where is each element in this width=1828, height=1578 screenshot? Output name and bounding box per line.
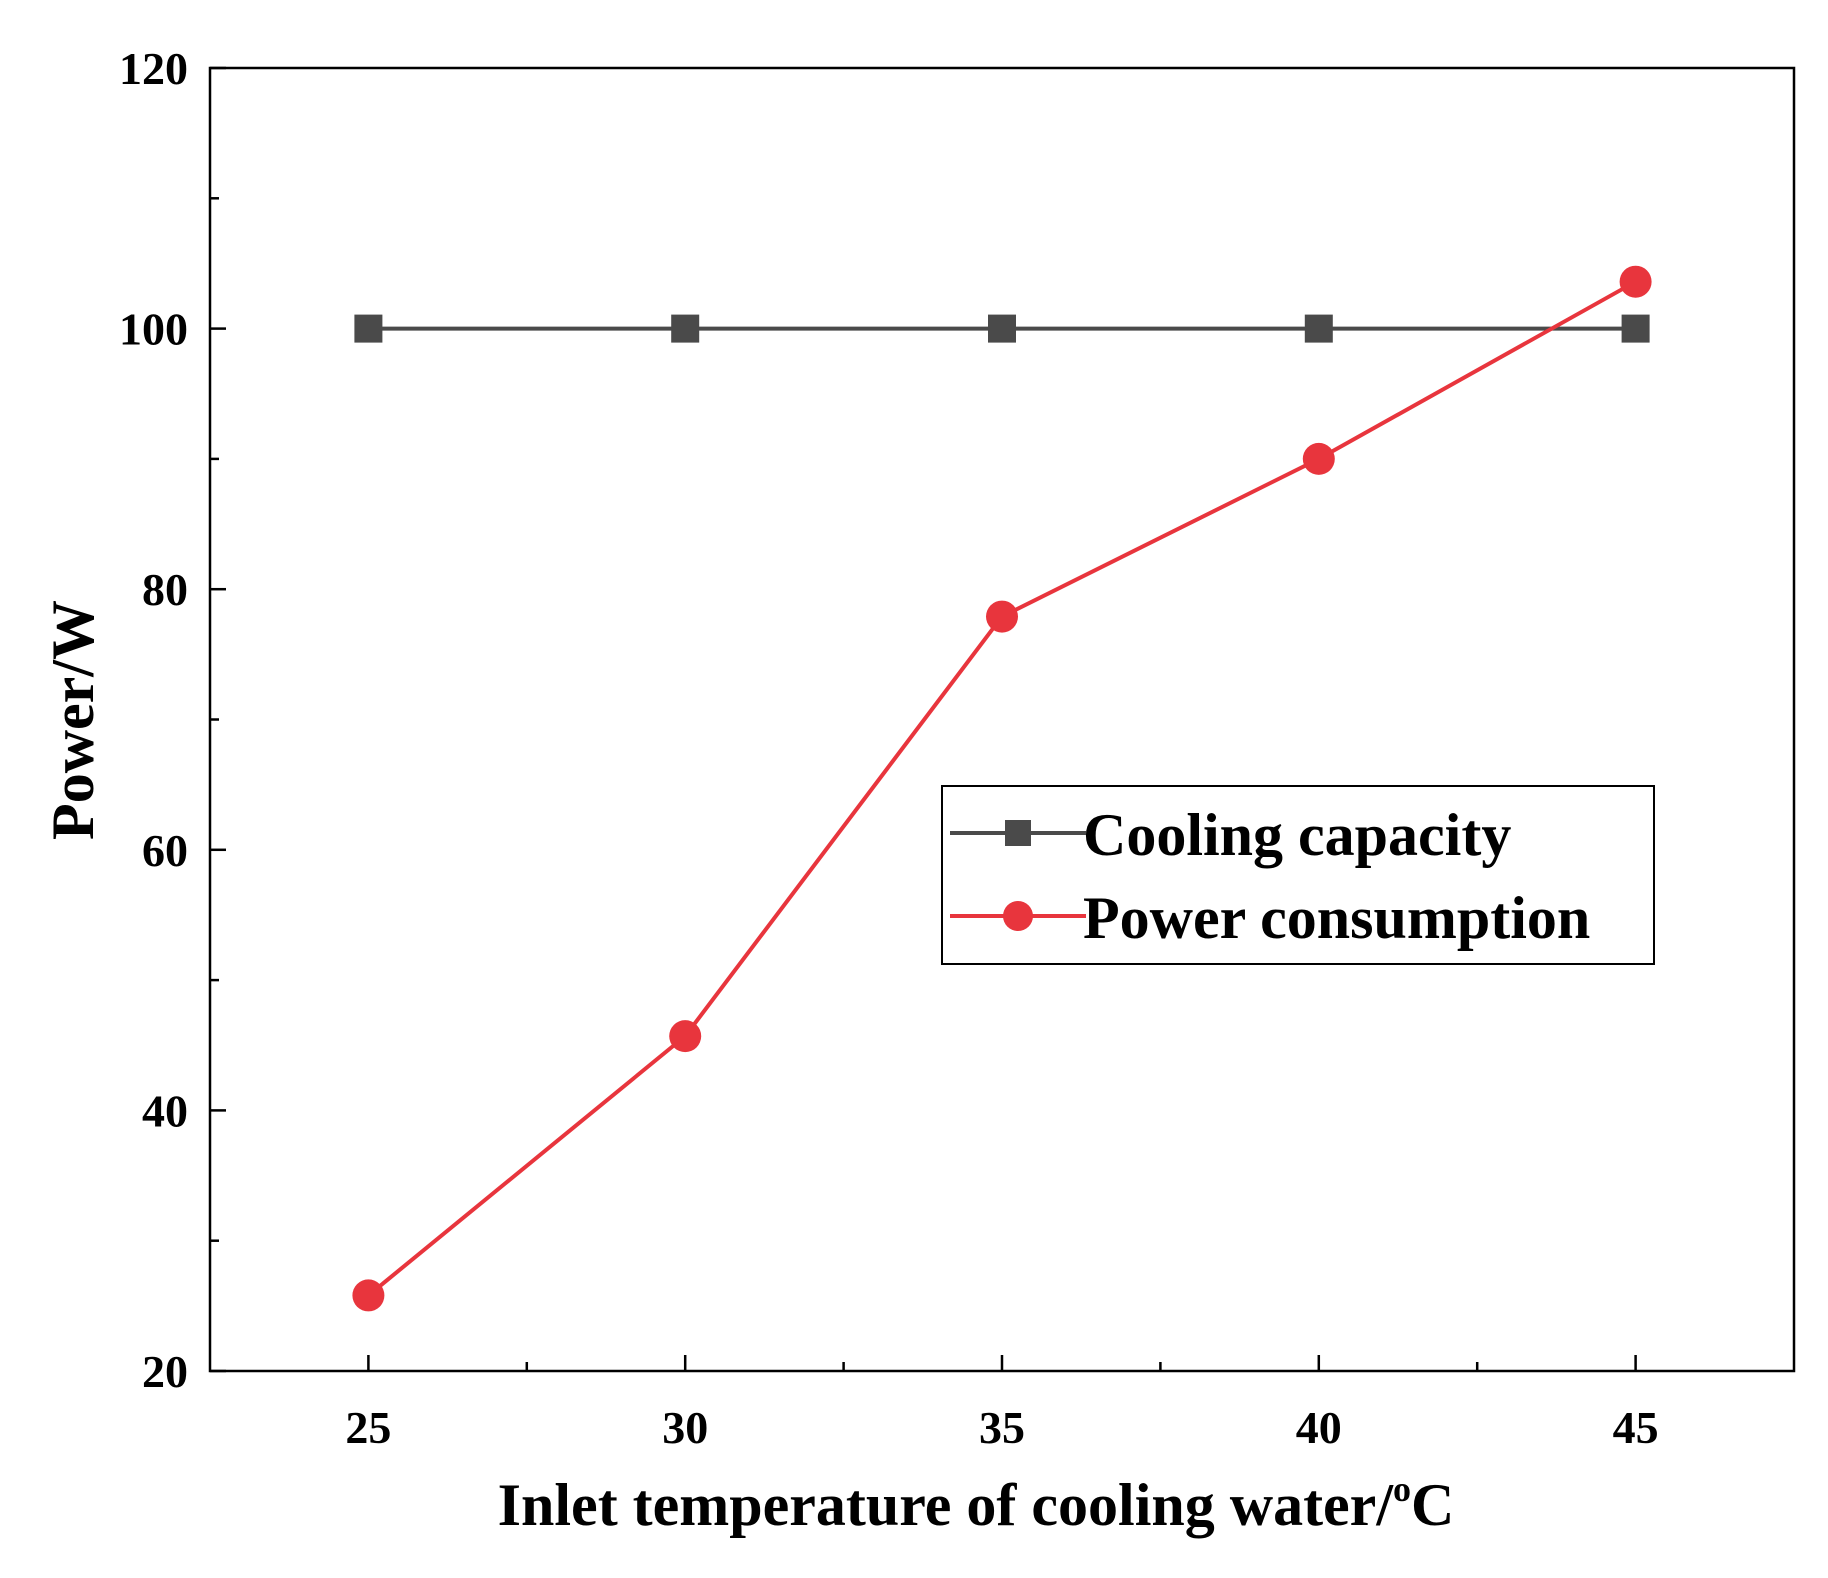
x-axis-title: Inlet temperature of cooling water/oC — [498, 1469, 1455, 1538]
plot-frame — [208, 66, 1796, 1373]
y-tick-label: 100 — [119, 304, 188, 355]
legend-marker-cooling-capacity — [1005, 820, 1031, 846]
point-power-consumption — [1619, 265, 1652, 298]
point-power-consumption — [669, 1020, 702, 1053]
legend: Cooling capacity Power consumption — [941, 785, 1655, 965]
y-tick-label: 20 — [142, 1346, 188, 1397]
point-cooling-capacity — [354, 314, 383, 343]
point-power-consumption — [986, 600, 1018, 633]
x-tick-label: 45 — [1613, 1402, 1659, 1453]
y-tick-label: 120 — [119, 43, 188, 94]
point-power-consumption — [352, 1279, 385, 1312]
axis-ticks: 25 30 35 40 45 20 40 60 80 100 120 — [119, 43, 1659, 1453]
x-axis-title-degree: o — [1393, 1469, 1411, 1509]
x-axis-title-unit: C — [1411, 1472, 1454, 1538]
x-tick-label: 35 — [979, 1402, 1025, 1453]
x-tick-label: 40 — [1296, 1402, 1342, 1453]
point-cooling-capacity — [1304, 314, 1333, 343]
legend-box — [941, 785, 1655, 965]
legend-label-cooling-capacity: Cooling capacity — [1083, 802, 1511, 868]
point-cooling-capacity — [671, 314, 700, 343]
legend-marker-power-consumption — [1003, 901, 1033, 931]
point-power-consumption — [1302, 442, 1335, 475]
series-markers — [352, 265, 1652, 1312]
legend-label-power-consumption: Power consumption — [1083, 885, 1590, 951]
x-tick-label: 30 — [662, 1402, 708, 1453]
point-cooling-capacity — [1621, 314, 1650, 343]
point-cooling-capacity — [988, 314, 1016, 343]
y-axis-title: Power/W — [40, 600, 106, 840]
x-tick-label: 25 — [345, 1402, 391, 1453]
y-tick-label: 60 — [142, 825, 188, 876]
y-tick-label: 40 — [142, 1085, 188, 1136]
y-tick-label: 80 — [142, 564, 188, 615]
x-axis-title-text: Inlet temperature of cooling water/ — [498, 1472, 1395, 1538]
